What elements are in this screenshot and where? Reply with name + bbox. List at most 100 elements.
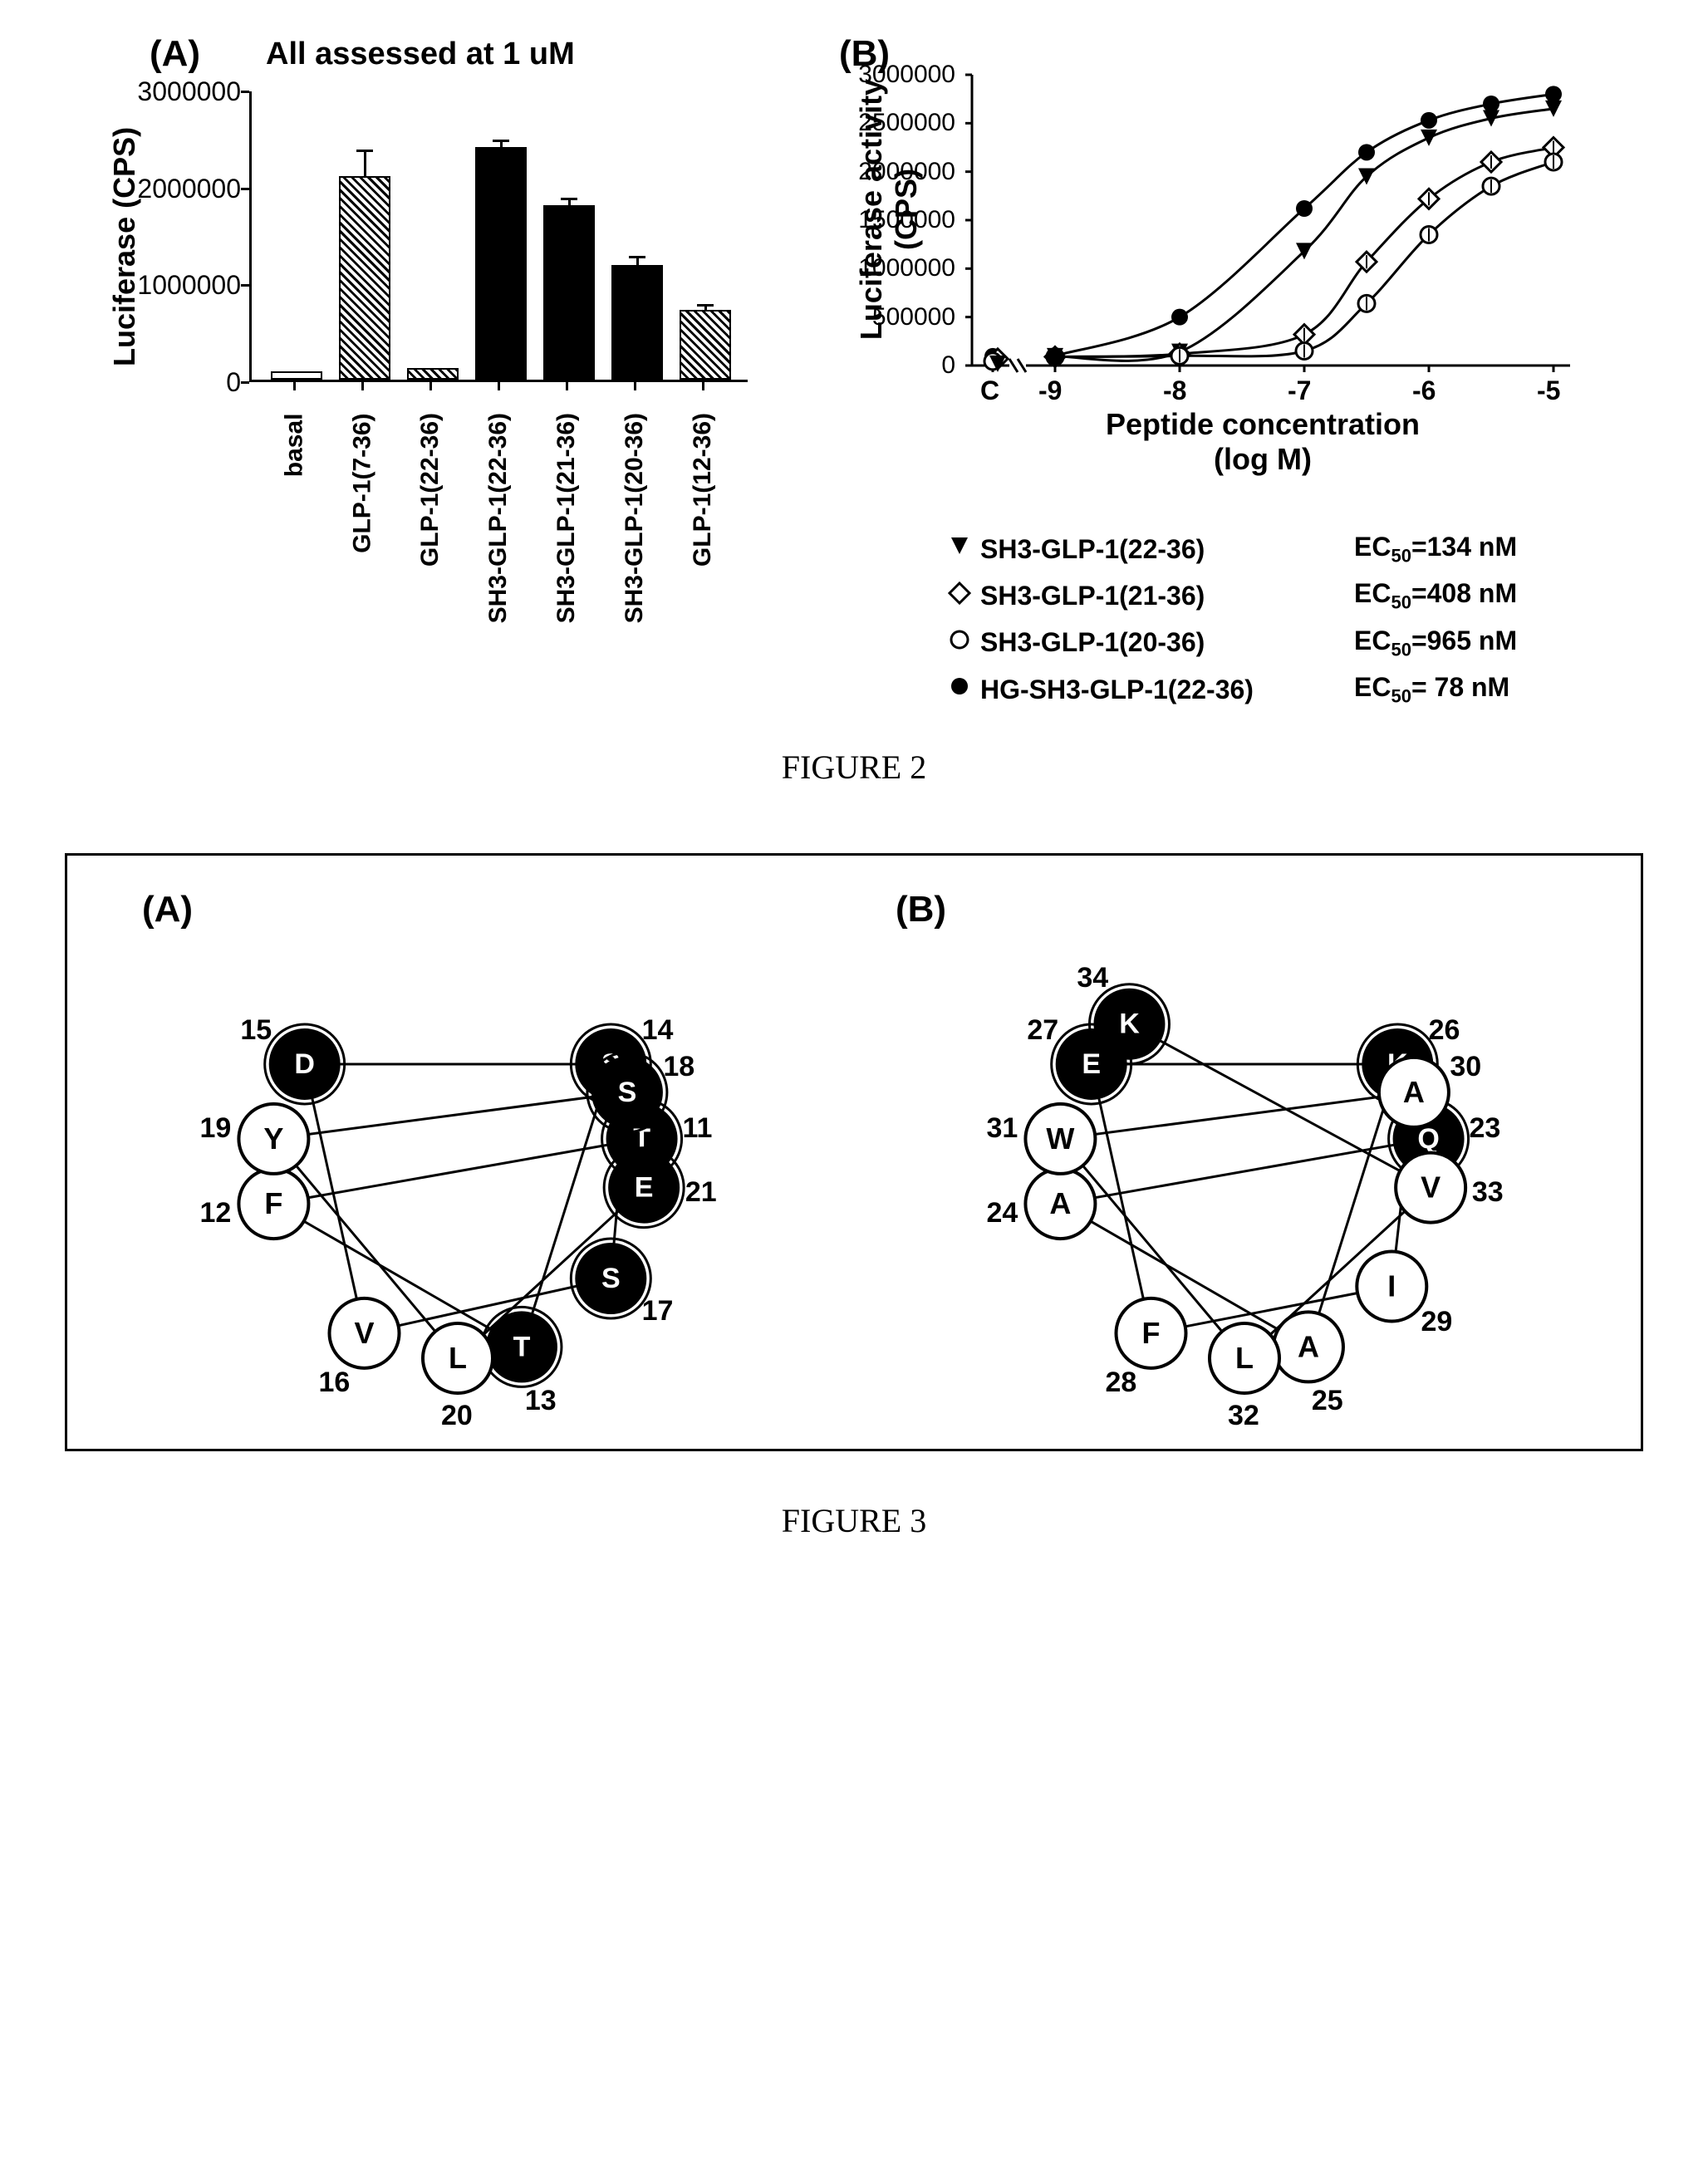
- legend-ec50: EC50=408 nM: [1354, 578, 1517, 613]
- wheel-position-label: 12: [199, 1197, 231, 1229]
- legend-ec50: EC50= 78 nM: [1354, 672, 1509, 707]
- x-tick-mark: [566, 382, 568, 390]
- svg-text:E: E: [635, 1172, 654, 1204]
- y-tick-label: 2500000: [843, 109, 955, 137]
- figure2-panelA: (A) All assessed at 1 uM Luciferase (CPS…: [50, 33, 798, 698]
- figure3-caption: FIGURE 3: [50, 1501, 1658, 1540]
- line-plot-svg: [964, 66, 1661, 399]
- y-tick-label: 500000: [843, 303, 955, 331]
- wheel-position-label: 33: [1472, 1176, 1504, 1209]
- wheel-position-label: 31: [986, 1112, 1018, 1145]
- panel-subtitle: All assessed at 1 uM: [266, 37, 575, 72]
- legend-ec50: EC50=134 nM: [1354, 532, 1517, 567]
- legend-marker-icon: [939, 533, 980, 565]
- error-bar: [500, 141, 503, 147]
- bar: [543, 205, 595, 380]
- svg-text:T: T: [633, 1123, 650, 1155]
- panel-label-a: (A): [150, 33, 200, 75]
- legend-row: SH3-GLP-1(21-36)EC50=408 nM: [939, 578, 1517, 613]
- wheel-svg-b: QAAKEFIAWLVK: [854, 856, 1643, 1454]
- wheel-position-label: 23: [1470, 1112, 1501, 1145]
- figure2-panelB: (B) Luciferase activity (CPS) 0500000100…: [831, 33, 1645, 698]
- y-tick-mark: [241, 381, 249, 384]
- wheel-position-label: 26: [1429, 1014, 1460, 1047]
- x-tick-mark: [361, 382, 364, 390]
- svg-text:S: S: [618, 1077, 637, 1108]
- svg-text:V: V: [354, 1316, 374, 1350]
- wheel-position-label: 19: [199, 1112, 231, 1145]
- svg-text:A: A: [1403, 1075, 1425, 1109]
- y-tick-label: 2000000: [108, 174, 241, 204]
- wheel-position-label: 15: [240, 1014, 272, 1047]
- svg-text:E: E: [1082, 1048, 1101, 1080]
- wheel-position-label: 29: [1421, 1306, 1452, 1338]
- legend: SH3-GLP-1(22-36)EC50=134 nM SH3-GLP-1(21-…: [939, 532, 1517, 719]
- x-axis-label-wrap: Peptide concentration (log M): [964, 407, 1562, 477]
- bar: [611, 265, 663, 380]
- wheel-position-label: 25: [1312, 1385, 1343, 1417]
- legend-row: SH3-GLP-1(22-36)EC50=134 nM: [939, 532, 1517, 567]
- x-tick-mark: [498, 382, 500, 390]
- legend-marker-icon: [939, 674, 980, 705]
- wheel-position-label: 17: [642, 1295, 674, 1327]
- x-tick-mark: [634, 382, 636, 390]
- svg-text:F: F: [1142, 1316, 1161, 1350]
- wheel-position-label: 18: [663, 1051, 694, 1083]
- bar: [271, 371, 322, 380]
- wheel-position-label: 14: [642, 1014, 674, 1047]
- bar-plot-area: [249, 91, 748, 382]
- y-tick-label: 0: [108, 367, 241, 398]
- x-tick-label: -7: [1288, 375, 1311, 406]
- svg-text:D: D: [294, 1048, 315, 1080]
- error-cap: [493, 140, 509, 142]
- wheel-position-label: 11: [683, 1112, 713, 1145]
- wheel-position-label: 24: [986, 1197, 1018, 1229]
- bar-category-label: basal: [280, 413, 308, 483]
- figure2-caption: FIGURE 2: [50, 748, 1658, 787]
- legend-label: SH3-GLP-1(21-36): [980, 581, 1354, 611]
- x-tick-label: -6: [1412, 375, 1436, 406]
- y-tick-mark: [241, 91, 249, 93]
- svg-text:A: A: [1298, 1329, 1319, 1363]
- y-axis-label-a: Luciferase (CPS): [107, 117, 142, 366]
- legend-label: SH3-GLP-1(20-36): [980, 627, 1354, 658]
- x-tick-label: C: [980, 375, 999, 406]
- wheel-position-label: 16: [319, 1367, 351, 1399]
- bar-category-label: GLP-1(12-36): [689, 413, 717, 582]
- svg-text:A: A: [1049, 1186, 1071, 1220]
- y-tick-label: 1500000: [843, 206, 955, 234]
- error-bar: [636, 258, 639, 265]
- error-bar: [364, 151, 366, 176]
- legend-marker-icon: [939, 627, 980, 659]
- error-bar: [568, 199, 571, 205]
- x-tick-mark: [293, 382, 296, 390]
- svg-text:F: F: [264, 1186, 282, 1220]
- bar: [680, 310, 731, 380]
- svg-text:I: I: [1387, 1269, 1396, 1303]
- bar-category-label: SH3-GLP-1(20-36): [621, 413, 649, 639]
- y-tick-label: 0: [843, 351, 955, 380]
- y-tick-label: 1000000: [108, 270, 241, 301]
- figure2-row: (A) All assessed at 1 uM Luciferase (CPS…: [50, 33, 1658, 698]
- svg-text:L: L: [449, 1341, 467, 1375]
- bar-category-label: SH3-GLP-1(21-36): [552, 413, 581, 639]
- bar-category-label: GLP-1(22-36): [416, 413, 444, 582]
- svg-text:V: V: [1421, 1170, 1441, 1205]
- y-tick-label: 1000000: [843, 254, 955, 282]
- bar: [475, 147, 527, 380]
- wheel-position-label: 30: [1450, 1051, 1481, 1083]
- x-axis-label-2: (log M): [964, 442, 1562, 477]
- legend-marker-icon: [939, 581, 980, 612]
- wheel-position-label: 21: [685, 1176, 717, 1209]
- y-tick-label: 2000000: [843, 158, 955, 186]
- error-cap: [561, 198, 577, 200]
- legend-row: SH3-GLP-1(20-36)EC50=965 nM: [939, 626, 1517, 660]
- svg-text:S: S: [601, 1263, 621, 1294]
- svg-text:W: W: [1046, 1121, 1074, 1156]
- svg-text:L: L: [1235, 1341, 1254, 1375]
- bar: [407, 368, 459, 380]
- x-tick-mark: [429, 382, 432, 390]
- legend-label: HG-SH3-GLP-1(22-36): [980, 675, 1354, 705]
- y-tick-label: 3000000: [108, 76, 241, 107]
- y-tick-label: 3000000: [843, 61, 955, 89]
